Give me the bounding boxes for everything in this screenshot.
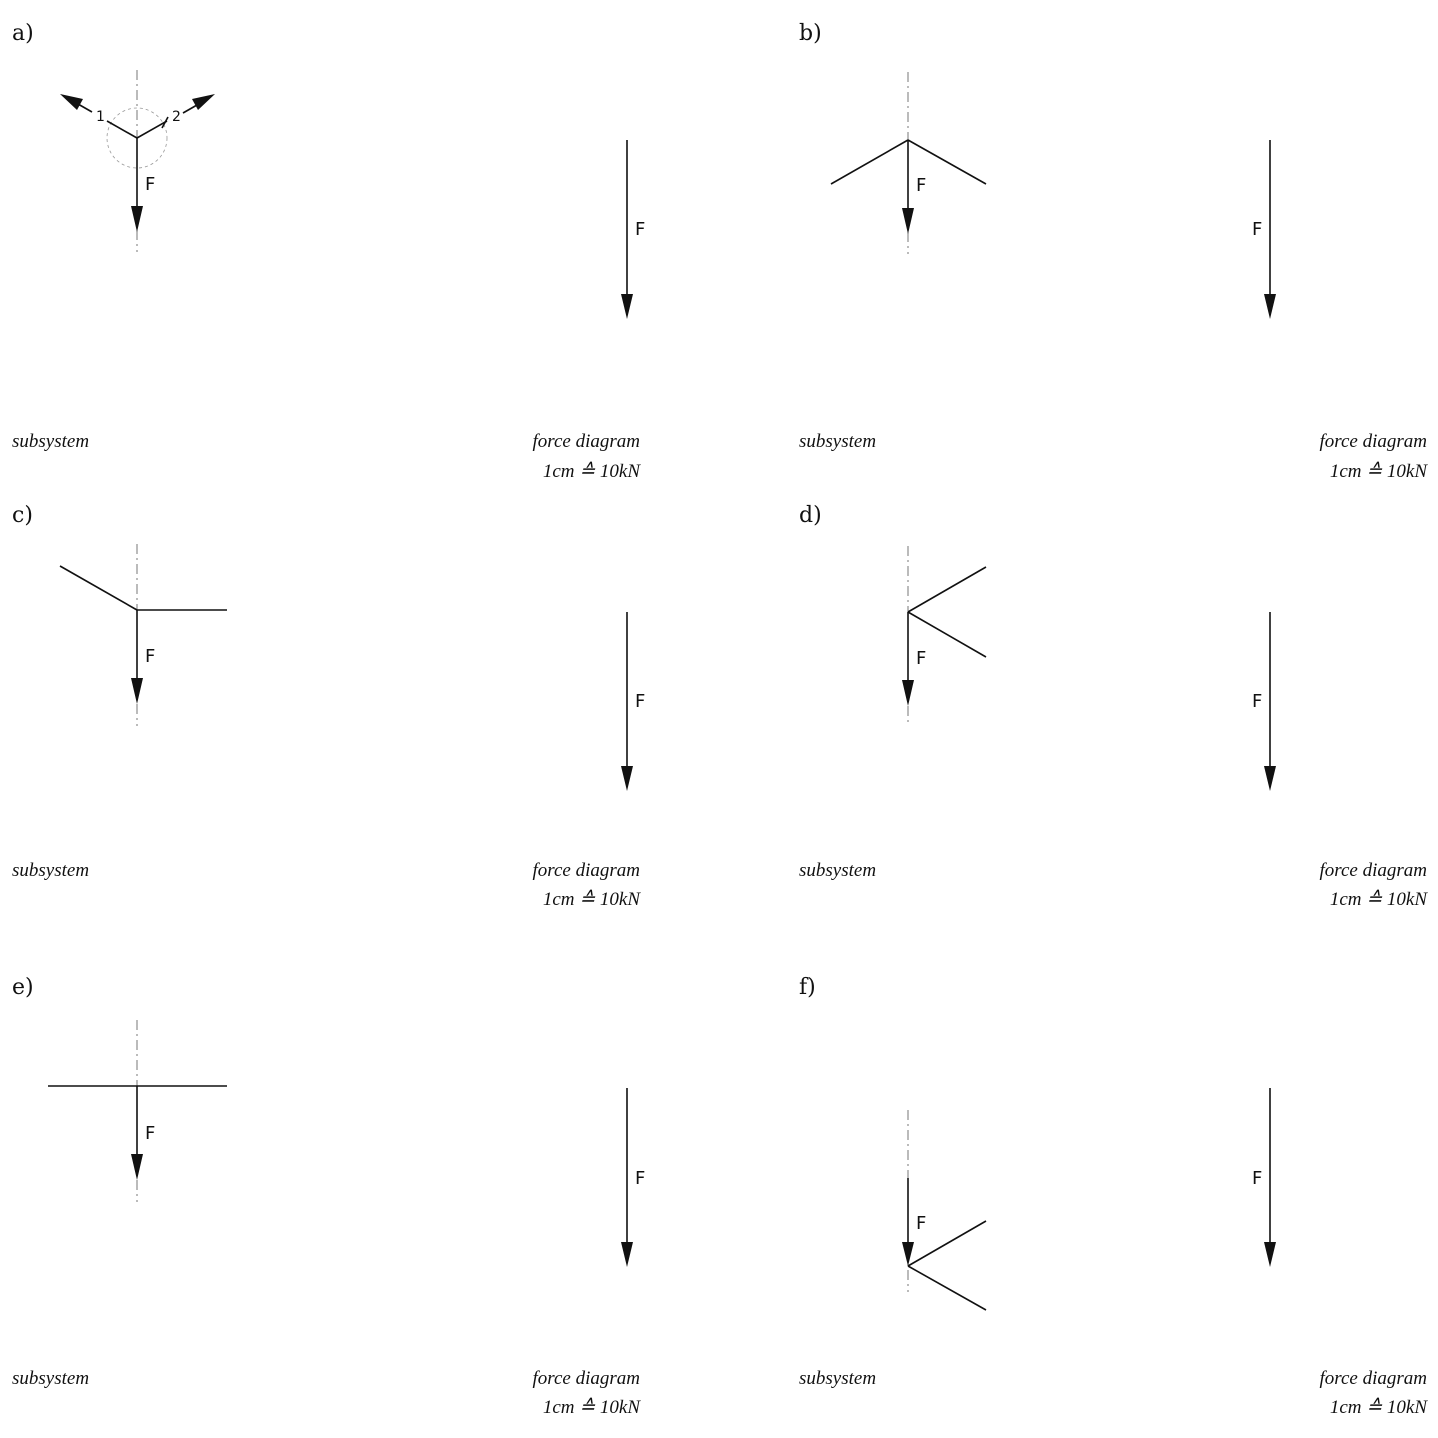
member-upper-f bbox=[907, 1220, 987, 1267]
subsystem-e: F bbox=[48, 1020, 227, 1202]
diagram-force-label-c: F bbox=[635, 691, 645, 712]
subsystem-caption-a: subsystem bbox=[12, 431, 89, 452]
panel-b: b) F F subsystem force diagram 1cm ≙ 10k… bbox=[799, 21, 1428, 482]
panel-label-f: f) bbox=[799, 975, 816, 1000]
diagram-caption-b: force diagram bbox=[1320, 431, 1427, 452]
panel-label-e: e) bbox=[12, 975, 34, 1000]
panel-c: c) F F subsystem force diagram 1cm ≙ 10k… bbox=[12, 503, 645, 910]
force-arrowhead-f bbox=[902, 1242, 914, 1266]
force-label-f: F bbox=[916, 1213, 926, 1234]
member-lower-f bbox=[907, 1265, 987, 1311]
member-tick-2 bbox=[161, 116, 169, 129]
force-diagram-e: F bbox=[621, 1088, 645, 1267]
scale-caption-a: 1cm ≙ 10kN bbox=[543, 461, 642, 482]
force-arrowhead-a bbox=[131, 206, 143, 232]
subsystem-caption-c: subsystem bbox=[12, 860, 89, 881]
diagram-force-label-d: F bbox=[1252, 691, 1262, 712]
member-label-1: 1 bbox=[96, 109, 105, 125]
diagram-caption-d: force diagram bbox=[1320, 860, 1427, 881]
diagram-force-label-a: F bbox=[635, 219, 645, 240]
panel-a: a) F 1 2 F subsystem force diagram 1cm ≙… bbox=[12, 21, 645, 482]
force-arrowhead-c bbox=[131, 678, 143, 704]
scale-caption-d: 1cm ≙ 10kN bbox=[1330, 889, 1429, 910]
member-lower-d bbox=[907, 611, 987, 658]
subsystem-caption-f: subsystem bbox=[799, 1368, 876, 1389]
force-arrowhead-e bbox=[131, 1154, 143, 1180]
subsystem-b: F bbox=[830, 72, 987, 254]
panel-d: d) F F subsystem force diagram 1cm ≙ 10k… bbox=[799, 503, 1428, 910]
subsystem-a: F 1 2 bbox=[60, 70, 215, 252]
subsystem-caption-e: subsystem bbox=[12, 1368, 89, 1389]
member-label-2: 2 bbox=[172, 109, 181, 125]
scale-caption-f: 1cm ≙ 10kN bbox=[1330, 1397, 1429, 1418]
force-label-e: F bbox=[145, 1123, 155, 1144]
diagram-arrowhead-a bbox=[621, 294, 633, 319]
force-diagram-d: F bbox=[1252, 612, 1276, 791]
diagram-arrowhead-e bbox=[621, 1242, 633, 1267]
panel-label-b: b) bbox=[799, 21, 822, 46]
panel-e: e) F F subsystem force diagram 1cm ≙ 10k… bbox=[12, 975, 645, 1418]
force-diagram-a: F bbox=[621, 140, 645, 319]
member-left-b bbox=[830, 139, 909, 185]
scale-caption-b: 1cm ≙ 10kN bbox=[1330, 461, 1429, 482]
force-arrowhead-d bbox=[902, 680, 914, 706]
force-diagram-f: F bbox=[1252, 1088, 1276, 1267]
member-upper-d bbox=[907, 566, 987, 613]
force-arrowhead-b bbox=[902, 208, 914, 234]
diagram-arrowhead-d bbox=[1264, 766, 1276, 791]
member-force-arrow-1 bbox=[77, 103, 93, 113]
panel-label-a: a) bbox=[12, 21, 34, 46]
diagram-caption-e: force diagram bbox=[533, 1368, 640, 1389]
scale-caption-c: 1cm ≙ 10kN bbox=[543, 889, 642, 910]
cut-circle-a bbox=[106, 107, 168, 169]
force-label-d: F bbox=[916, 648, 926, 669]
member-arrowhead-1 bbox=[60, 94, 83, 110]
subsystem-f: F bbox=[902, 1110, 987, 1311]
member-left-c bbox=[59, 565, 138, 611]
diagram-arrowhead-c bbox=[621, 766, 633, 791]
panel-label-c: c) bbox=[12, 503, 33, 528]
subsystem-caption-b: subsystem bbox=[799, 431, 876, 452]
force-label-b: F bbox=[916, 175, 926, 196]
force-diagram-b: F bbox=[1252, 140, 1276, 319]
subsystem-d: F bbox=[902, 546, 987, 726]
force-label-c: F bbox=[145, 646, 155, 667]
panel-label-d: d) bbox=[799, 503, 822, 528]
diagram-caption-a: force diagram bbox=[533, 431, 640, 452]
member-1-a bbox=[106, 120, 138, 139]
member-right-b bbox=[907, 139, 987, 185]
member-2-a bbox=[136, 120, 168, 139]
scale-caption-e: 1cm ≙ 10kN bbox=[543, 1397, 642, 1418]
subsystem-c: F bbox=[59, 544, 227, 726]
panel-f: f) F F subsystem force diagram 1cm ≙ 10k… bbox=[799, 975, 1428, 1418]
subsystem-caption-d: subsystem bbox=[799, 860, 876, 881]
diagram-caption-f: force diagram bbox=[1320, 1368, 1427, 1389]
diagram-arrowhead-b bbox=[1264, 294, 1276, 319]
diagram-force-label-e: F bbox=[635, 1168, 645, 1189]
diagram-force-label-f: F bbox=[1252, 1168, 1262, 1189]
diagram-force-label-b: F bbox=[1252, 219, 1262, 240]
force-label-a: F bbox=[145, 174, 155, 195]
force-diagram-c: F bbox=[621, 612, 645, 791]
member-force-arrow-2 bbox=[182, 104, 198, 114]
diagram-arrowhead-f bbox=[1264, 1242, 1276, 1267]
diagram-caption-c: force diagram bbox=[533, 860, 640, 881]
member-arrowhead-2 bbox=[192, 94, 215, 110]
